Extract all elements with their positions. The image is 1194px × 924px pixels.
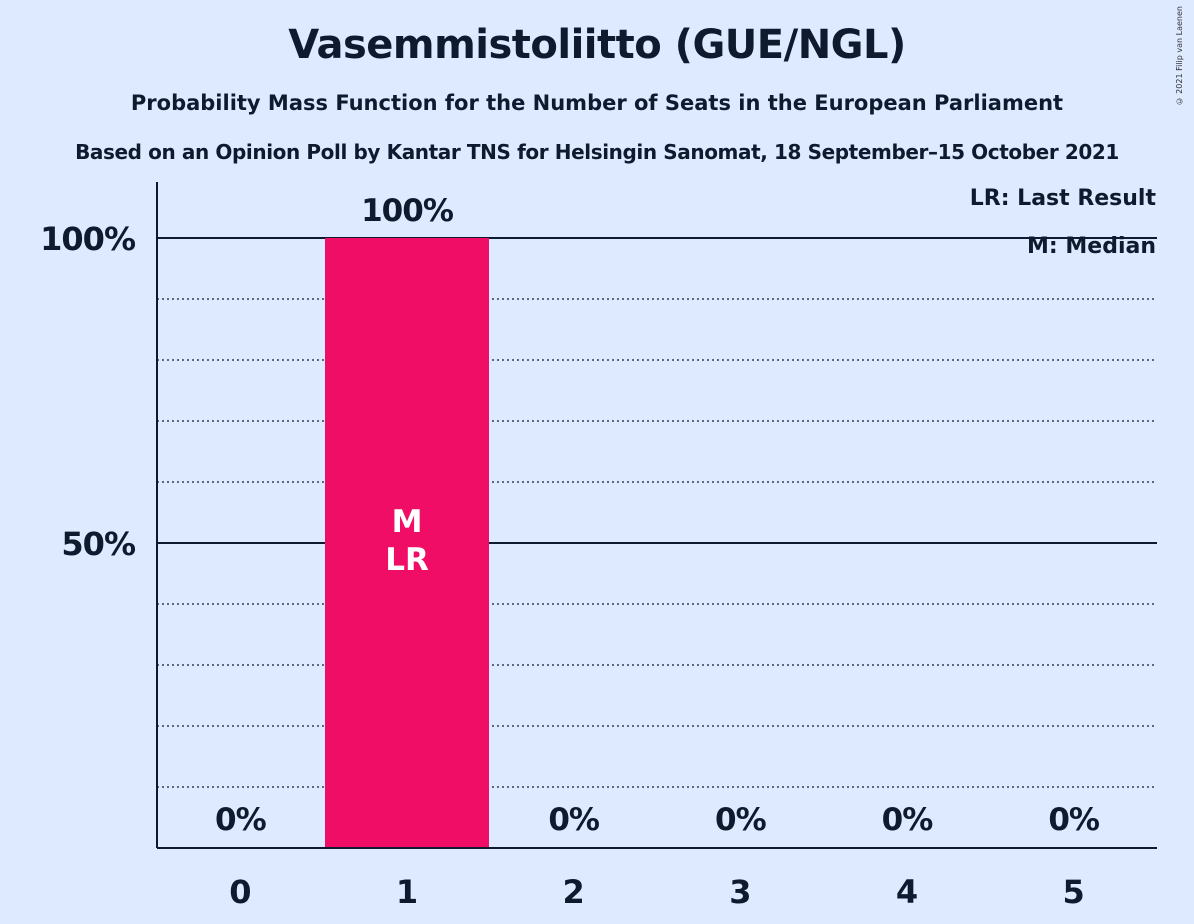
x-tick-label: 1 (396, 873, 418, 911)
chart-subtitle: Probability Mass Function for the Number… (130, 91, 1064, 115)
chart-title: Vasemmistoliitto (GUE/NGL) (288, 22, 906, 68)
value-label: 0% (1048, 802, 1100, 838)
value-label: 0% (715, 802, 767, 838)
bar-annotation: M (392, 504, 423, 540)
value-label: 0% (548, 802, 600, 838)
value-label: 0% (882, 802, 934, 838)
value-label: 100% (361, 193, 454, 229)
value-label: 0% (215, 802, 267, 838)
x-tick-label: 0 (229, 873, 251, 911)
y-tick-label: 50% (61, 525, 136, 563)
x-tick-label: 4 (896, 873, 918, 911)
chart-subtitle-source: Based on an Opinion Poll by Kantar TNS f… (75, 140, 1119, 164)
x-tick-label: 3 (729, 873, 751, 911)
bar-annotation: LR (385, 542, 429, 578)
bar (325, 238, 489, 848)
legend-last-result: LR: Last Result (969, 186, 1156, 211)
y-tick-label: 100% (40, 220, 136, 258)
x-tick-label: 2 (563, 873, 585, 911)
x-tick-label: 5 (1063, 873, 1085, 911)
